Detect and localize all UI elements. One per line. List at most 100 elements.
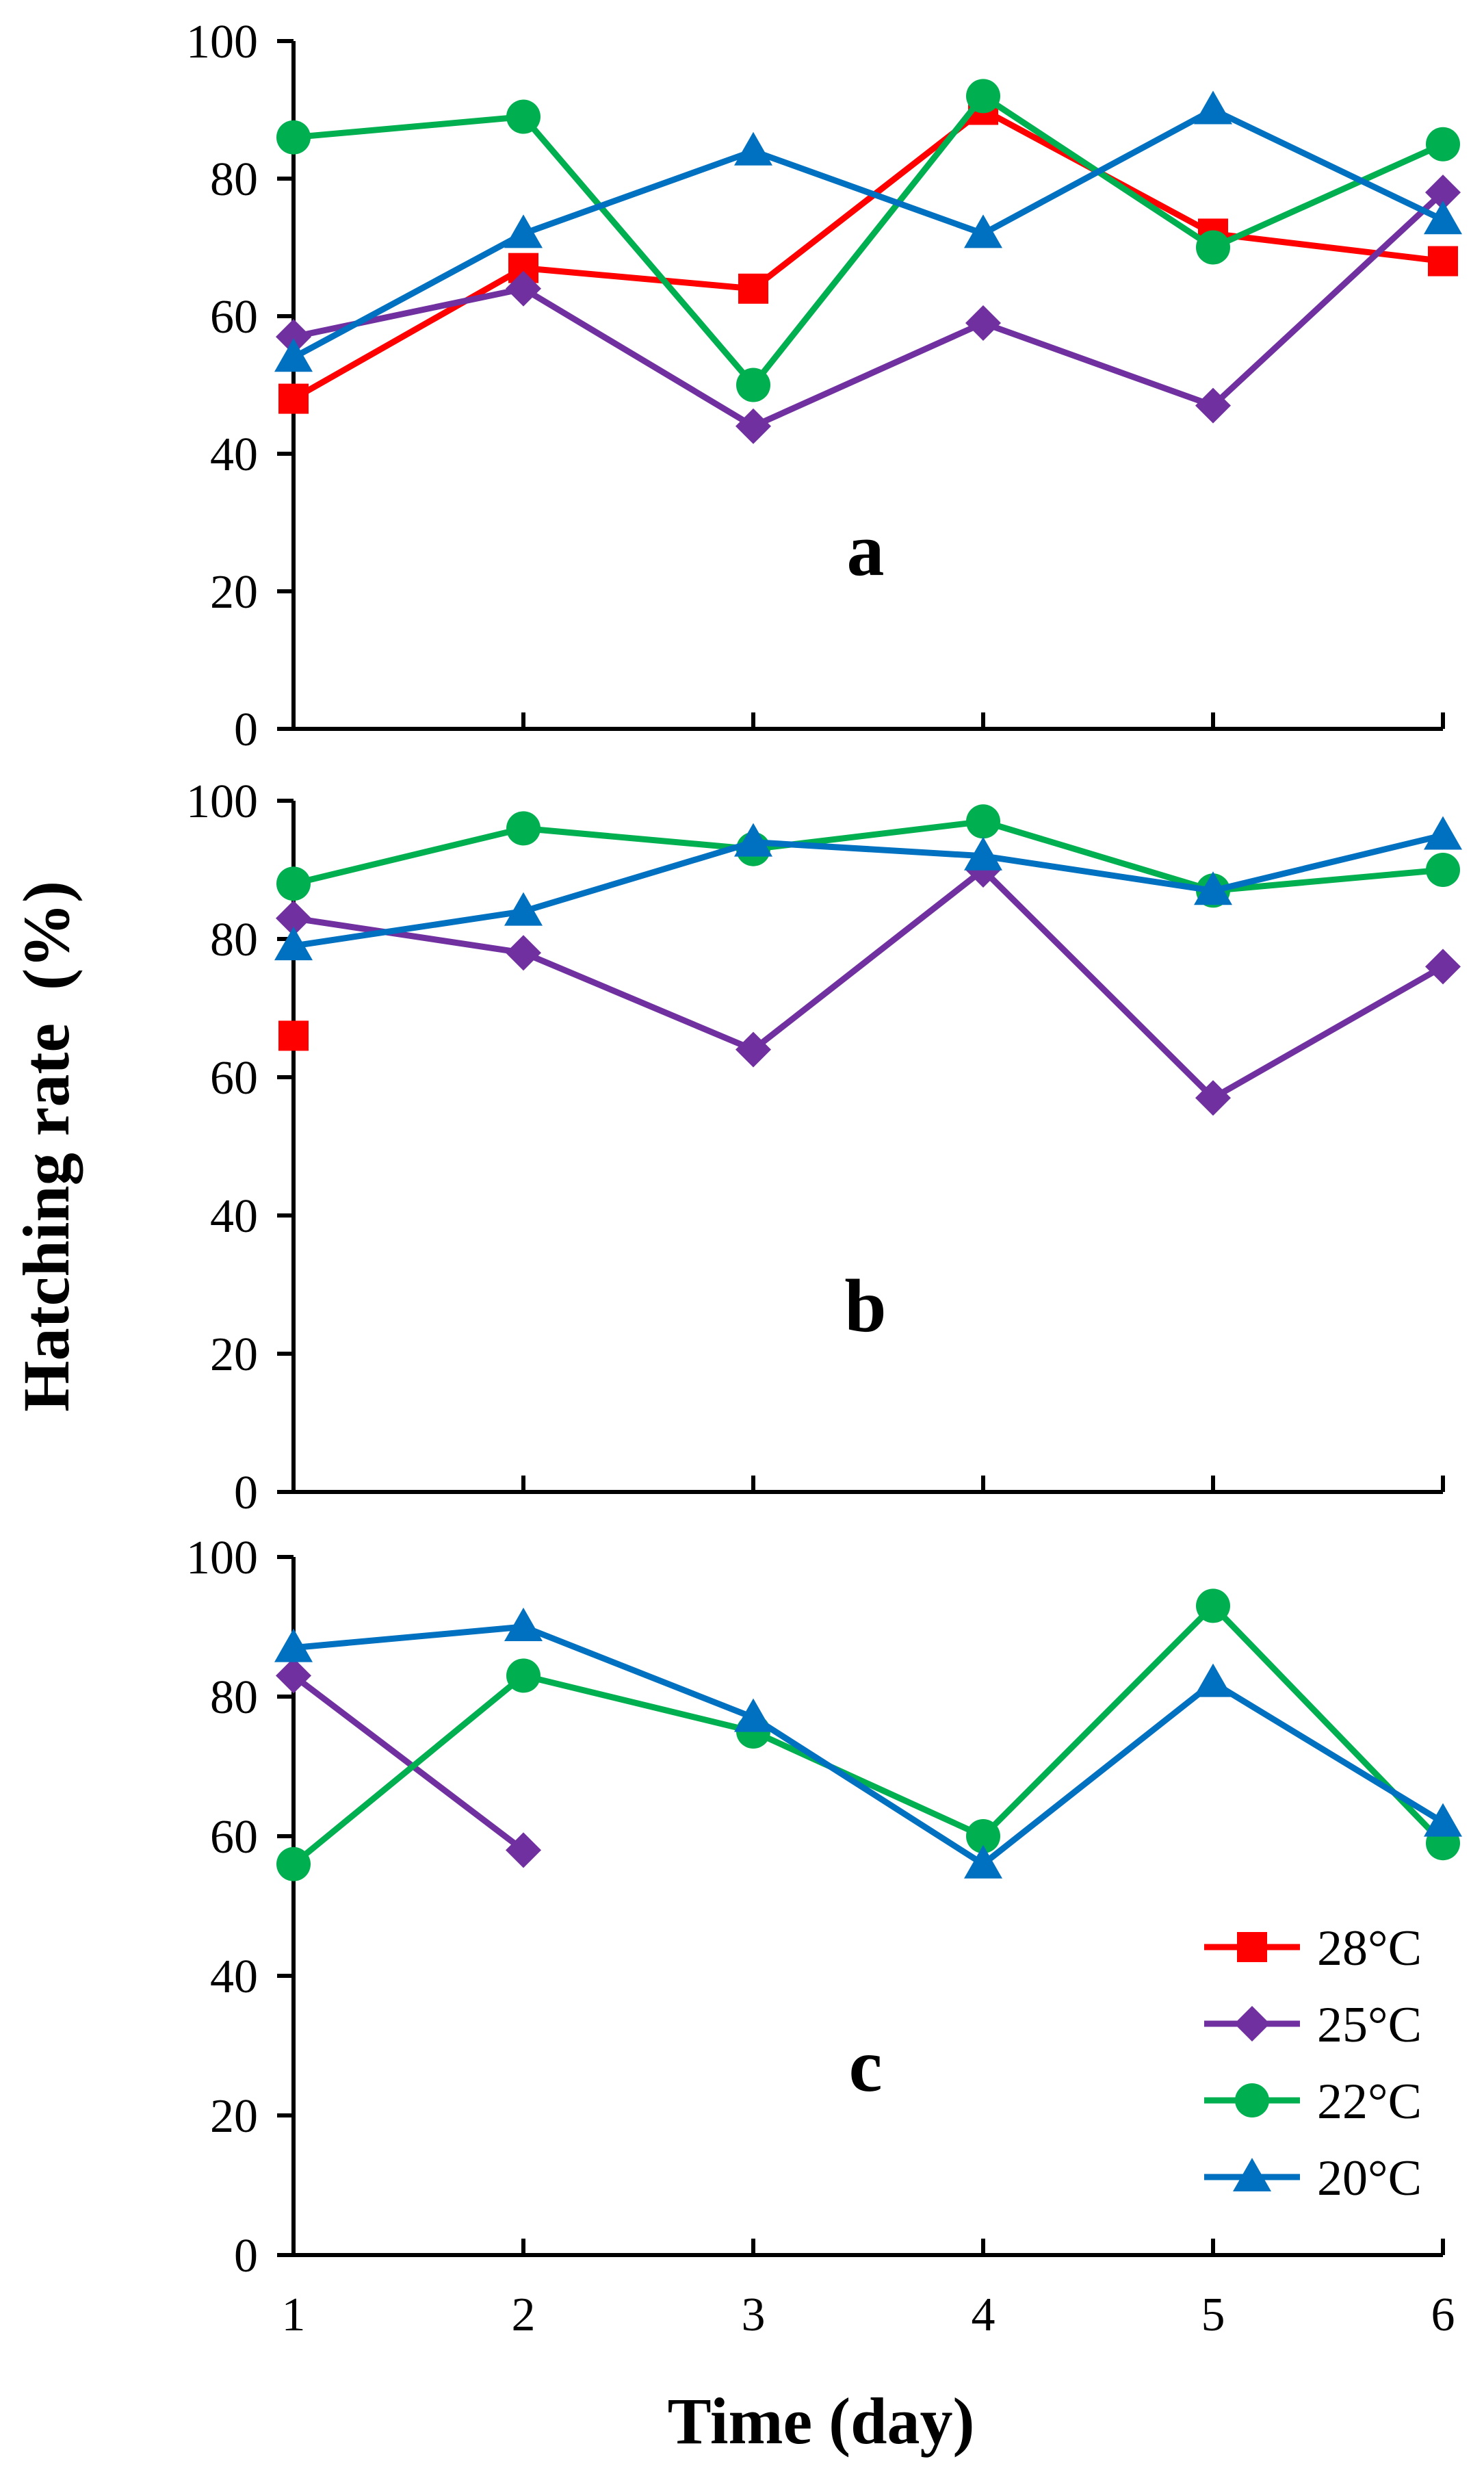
series-20°C (274, 1608, 1462, 1879)
y-tick-label: 80 (210, 1671, 258, 1724)
series-line (291, 107, 1444, 361)
x-tick-label: 1 (282, 2289, 306, 2341)
data-point (276, 1846, 311, 1881)
data-point (1194, 90, 1232, 125)
series-25°C (276, 1658, 541, 1868)
data-point (1425, 949, 1461, 985)
y-tick-label: 100 (186, 1532, 258, 1584)
data-point (1426, 853, 1460, 887)
series-line (291, 1602, 1446, 1867)
series-22°C (276, 79, 1460, 402)
data-point (734, 823, 772, 857)
data-point (1195, 1080, 1231, 1116)
data-point (506, 811, 541, 846)
series-line (292, 818, 1444, 894)
data-point (1196, 230, 1230, 265)
data-point (506, 1832, 541, 1868)
series-line (293, 832, 1444, 949)
data-point (506, 270, 541, 307)
series-20°C (274, 816, 1462, 961)
data-point (276, 120, 311, 155)
series-line (293, 866, 1445, 1101)
legend-label: 25°C (1317, 1997, 1422, 2053)
y-tick-label: 0 (234, 1467, 258, 1519)
panel-a: 0 20 40 60 80 100 a (186, 16, 1462, 756)
y-tick-label: 20 (210, 2090, 258, 2143)
data-point (276, 900, 311, 936)
x-tick-label: 6 (1431, 2289, 1455, 2341)
data-point (506, 1658, 541, 1693)
series-25°C (276, 175, 1461, 444)
series-line (293, 190, 1446, 430)
panel-c: 0 20 40 60 80 100 1 2 3 4 5 6 c (186, 1532, 1462, 2341)
data-point (274, 927, 313, 961)
series-25°C (276, 852, 1461, 1116)
data-point (1425, 175, 1461, 211)
data-point (276, 1658, 311, 1694)
series-20°C (274, 90, 1462, 372)
y-tick-label: 60 (210, 1052, 258, 1105)
data-point (1424, 816, 1462, 850)
y-tick-label: 0 (234, 704, 258, 756)
x-tick-label: 5 (1201, 2289, 1225, 2341)
data-point (738, 273, 768, 304)
y-tick-label: 60 (210, 291, 258, 344)
y-tick-label: 80 (210, 153, 258, 206)
data-point (278, 1020, 309, 1051)
data-point (966, 804, 1000, 839)
data-point (1194, 871, 1232, 905)
data-point (965, 305, 1001, 342)
series-line (291, 1673, 525, 1853)
legend-marker (1233, 2158, 1271, 2191)
legend-label: 22°C (1317, 2074, 1422, 2130)
panel-label-b: b (844, 1264, 886, 1348)
data-point (736, 368, 770, 402)
data-point (1424, 201, 1462, 235)
legend-entry: 25°C (1204, 1997, 1422, 2053)
series-28°C (278, 1020, 309, 1051)
series-line (291, 107, 1444, 402)
data-point (506, 99, 541, 134)
y-tick-label: 80 (210, 914, 258, 966)
data-point (1426, 127, 1460, 162)
series-22°C (276, 804, 1460, 908)
series-line (293, 92, 1444, 388)
y-tick-label: 60 (210, 1811, 258, 1864)
x-tick-label: 3 (742, 2289, 766, 2341)
data-point (506, 935, 541, 971)
x-tick-label: 4 (972, 2289, 995, 2341)
legend-entry: 28°C (1204, 1920, 1422, 1977)
data-point (736, 408, 771, 444)
data-point (966, 79, 1000, 114)
panel-label-c: c (849, 2024, 883, 2107)
data-point (274, 338, 313, 372)
panel-b: 0 20 40 60 80 100 b (186, 775, 1462, 1519)
data-point (278, 383, 309, 414)
legend-entry: 22°C (1204, 2074, 1422, 2130)
y-tick-label: 20 (210, 1328, 258, 1381)
legend-label: 20°C (1317, 2150, 1422, 2206)
data-point (504, 214, 543, 248)
legend-entry: 20°C (1204, 2150, 1422, 2206)
y-tick-label: 0 (234, 2230, 258, 2282)
data-point (1424, 1803, 1462, 1837)
x-tick-label: 2 (512, 2289, 536, 2341)
legend: 28°C 25°C 22°C 20°C (1204, 1920, 1422, 2206)
data-point (736, 1031, 771, 1068)
panel-label-a: a (847, 508, 885, 591)
y-tick-label: 40 (210, 1190, 258, 1243)
legend-marker (1237, 1932, 1267, 1962)
legend-marker (1235, 2083, 1269, 2117)
y-tick-label: 100 (186, 16, 258, 68)
data-point (504, 1608, 543, 1641)
y-tick-label: 40 (210, 1950, 258, 2003)
data-point (734, 131, 772, 166)
legend-marker (1234, 2006, 1270, 2042)
data-point (276, 866, 311, 901)
data-point (964, 836, 1002, 871)
data-point (1194, 1663, 1232, 1697)
data-point (1196, 1588, 1230, 1623)
data-point (276, 319, 311, 355)
data-point (966, 1819, 1000, 1853)
